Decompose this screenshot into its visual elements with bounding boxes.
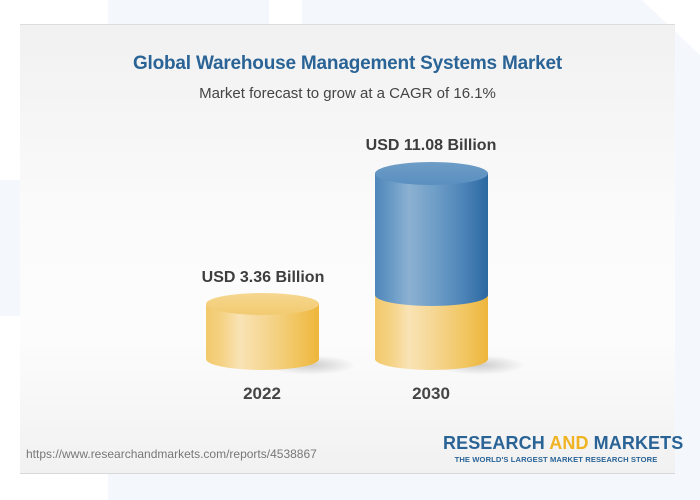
source-url[interactable]: https://www.researchandmarkets.com/repor… [26,447,317,461]
bar-segment-base [206,304,319,370]
bar-2022 [206,293,356,375]
research-and-markets-logo: RESEARCH AND MARKETS THE WORLD'S LARGEST… [443,433,683,464]
bar-2030 [375,162,525,375]
bar-top-cap [206,293,319,315]
chart-card: Global Warehouse Management Systems Mark… [20,24,683,474]
logo-text-markets: MARKETS [588,433,684,453]
logo-text-research: RESEARCH [443,433,550,453]
bar-value-label-2030: USD 11.08 Billion [365,137,497,154]
background-shape [108,0,269,24]
background-shape [0,180,20,316]
chart-subtitle: Market forecast to grow at a CAGR of 16.… [199,85,496,102]
logo-wordmark: RESEARCH AND MARKETS [443,433,683,454]
background-shape [108,474,302,500]
bar-value-label-2022: USD 3.36 Billion [201,269,325,286]
chart-title: Global Warehouse Management Systems Mark… [132,53,563,74]
bar-top-cap [375,162,488,185]
logo-tagline: THE WORLD'S LARGEST MARKET RESEARCH STOR… [454,455,658,464]
x-tick-2022: 2022 [243,384,281,403]
logo-text-and: AND [549,433,589,453]
bar-segment-growth [375,173,488,306]
x-tick-2030: 2030 [412,384,450,403]
